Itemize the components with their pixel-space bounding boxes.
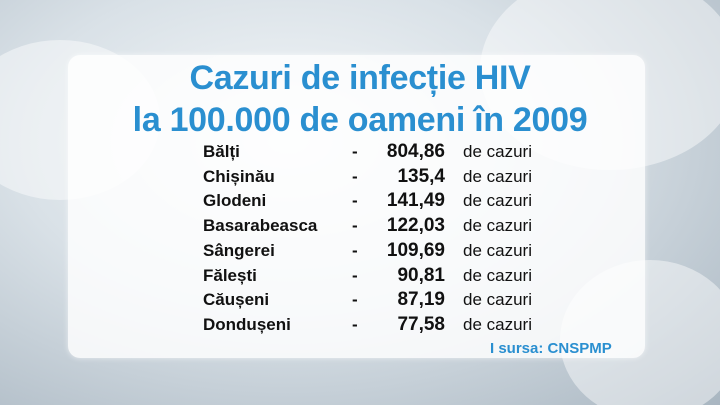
unit-label: de cazuri — [463, 166, 532, 186]
separator: - — [352, 216, 358, 236]
region-name: Basarabeasca — [203, 216, 318, 236]
unit-label: de cazuri — [463, 142, 532, 161]
separator: - — [352, 142, 358, 161]
unit-label: de cazuri — [463, 240, 532, 260]
case-rate: 77,58 — [397, 313, 445, 335]
separator: - — [352, 314, 358, 334]
unit-label: de cazuri — [463, 191, 532, 211]
source: I sursa: CNSPMP — [490, 340, 612, 357]
case-rate: 109,69 — [386, 239, 445, 261]
case-rate: 87,19 — [397, 289, 445, 311]
case-rate: 141,49 — [386, 190, 445, 212]
region-name: Glodeni — [203, 191, 267, 211]
title-line: la 100.000 de oameni în 2009 — [132, 101, 588, 139]
panel — [68, 55, 645, 358]
case-rate: 90,81 — [397, 264, 445, 286]
region-name: Dondușeni — [203, 314, 291, 334]
separator: - — [352, 265, 358, 285]
unit-label: de cazuri — [463, 290, 532, 310]
separator: - — [352, 290, 358, 310]
separator: - — [352, 240, 358, 260]
unit-label: de cazuri — [463, 265, 532, 285]
unit-label: de cazuri — [463, 314, 532, 334]
region-name: Fălești — [203, 265, 257, 285]
region-name: Sângerei — [203, 240, 275, 260]
unit-label: de cazuri — [463, 216, 532, 236]
region-name: Bălți — [203, 142, 240, 161]
region-name: Chișinău — [203, 166, 275, 186]
case-rate: 804,86 — [386, 141, 445, 162]
case-rate: 135,4 — [397, 165, 445, 187]
region-name: Căușeni — [203, 290, 270, 310]
separator: - — [352, 191, 358, 211]
case-rate: 122,03 — [386, 215, 445, 237]
separator: - — [352, 166, 358, 186]
title-line: Cazuri de infecție HIV — [189, 59, 531, 97]
